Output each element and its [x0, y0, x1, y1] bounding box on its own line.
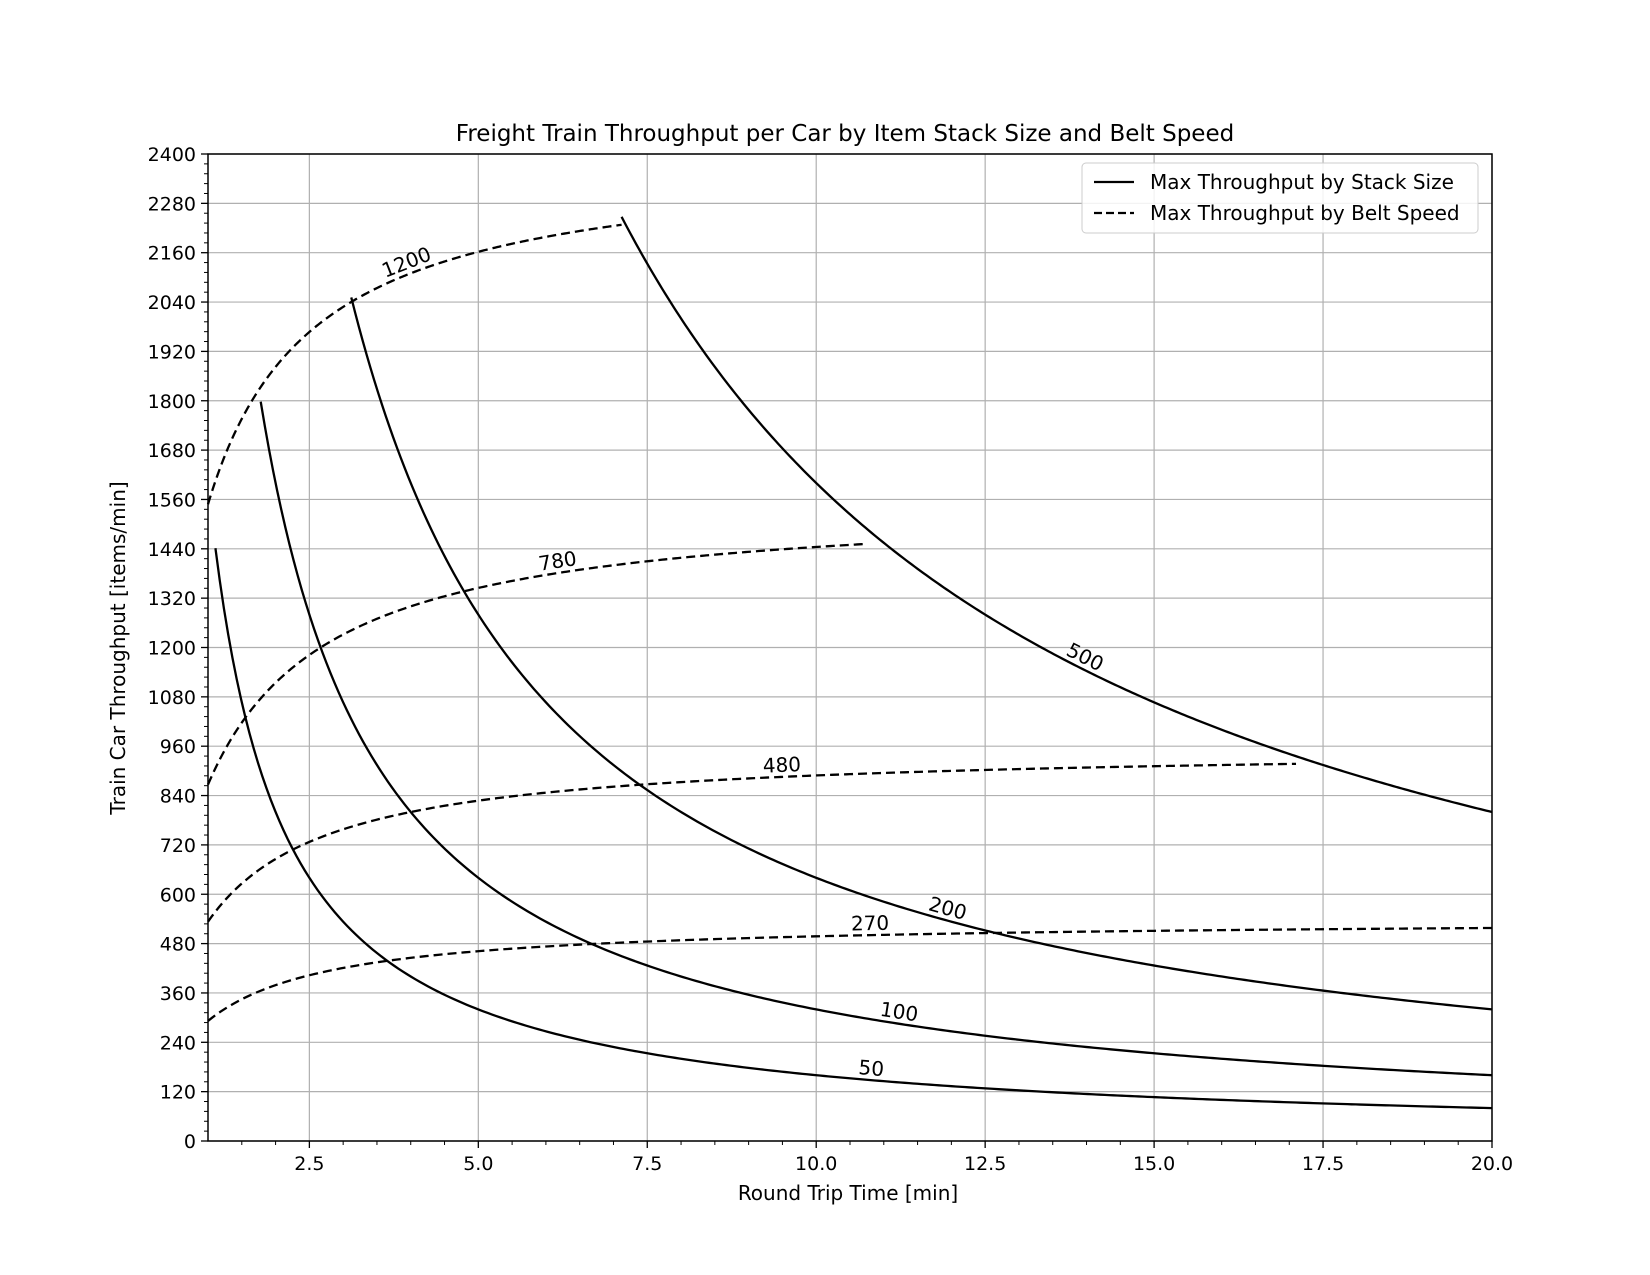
x-axis: 2.5 5.0 7.5 10.0 12.5 15.0 17.5 20.0 [294, 1141, 1513, 1175]
y-tick-label: 360 [160, 983, 196, 1005]
belt-speed-label-270: 270 [851, 911, 890, 936]
y-tick-label: 840 [160, 786, 196, 808]
y-axis-label: Train Car Throughput [items/min] [106, 481, 130, 815]
y-tick-label: 1320 [148, 588, 196, 610]
y-tick-label: 720 [160, 835, 196, 857]
belt-speed-curve-270 [207, 926, 1493, 1022]
x-tick-label: 15.0 [1133, 1153, 1175, 1175]
stack-size-label-50: 50 [858, 1055, 885, 1081]
belt-speed-curve-780 [206, 542, 864, 786]
legend-entry-stack: Max Throughput by Stack Size [1150, 170, 1454, 194]
x-tick-label: 10.0 [795, 1153, 837, 1175]
grid [208, 153, 1493, 1142]
stack-size-curve-100 [259, 401, 1493, 1077]
y-tick-label: 1680 [148, 440, 196, 462]
legend: Max Throughput by Stack Size Max Through… [1081, 162, 1479, 234]
x-tick-label: 20.0 [1471, 1153, 1513, 1175]
belt-speed-curve-1200 [206, 223, 622, 505]
y-tick-label: 2160 [148, 243, 196, 265]
y-tick-label: 1920 [148, 341, 196, 363]
legend-entry-belt: Max Throughput by Belt Speed [1150, 201, 1460, 225]
belt-speed-label-480: 480 [762, 752, 801, 778]
y-tick-label: 120 [160, 1082, 196, 1104]
y-tick-label: 1440 [148, 539, 196, 561]
y-tick-label: 0 [184, 1131, 196, 1153]
y-tick-label: 2400 [148, 144, 196, 166]
belt-speed-curve-480 [207, 762, 1297, 923]
x-tick-label: 17.5 [1302, 1153, 1344, 1175]
y-tick-label: 480 [160, 934, 196, 956]
y-tick-label: 1080 [148, 687, 196, 709]
x-tick-label: 5.0 [463, 1153, 493, 1175]
chart-title: Freight Train Throughput per Car by Item… [456, 121, 1234, 147]
y-tick-label: 2280 [148, 193, 196, 215]
y-axis: 0 120 240 360 480 600 720 840 960 1080 1200 1320 144… [148, 144, 208, 1153]
belt-speed-label-780: 780 [537, 546, 578, 576]
y-tick-label: 1560 [148, 489, 196, 511]
x-tick-label: 2.5 [294, 1153, 324, 1175]
stack-size-curve-500 [620, 216, 1493, 814]
y-tick-label: 1200 [148, 638, 196, 660]
stack-size-curve-50 [214, 548, 1493, 1110]
stack-size-curve-200 [350, 297, 1493, 1011]
x-axis-label: Round Trip Time [min] [738, 1181, 958, 1205]
y-tick-label: 240 [160, 1032, 196, 1054]
x-tick-label: 7.5 [632, 1153, 662, 1175]
y-tick-label: 1800 [148, 391, 196, 413]
y-tick-label: 2040 [148, 292, 196, 314]
legend-box [1081, 162, 1479, 234]
x-tick-label: 12.5 [964, 1153, 1006, 1175]
y-tick-label: 960 [160, 736, 196, 758]
stack-size-label-100: 100 [878, 997, 919, 1027]
y-tick-label: 600 [160, 884, 196, 906]
series-group [206, 216, 1493, 1110]
